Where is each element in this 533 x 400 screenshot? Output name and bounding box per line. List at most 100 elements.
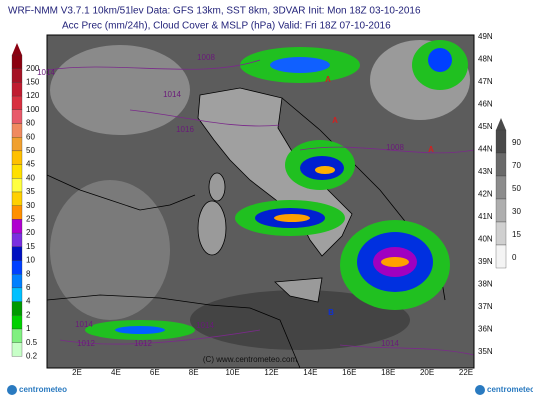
- latitude-label: 36N: [478, 325, 493, 334]
- legend-swatch: [11, 164, 23, 179]
- latitude-label: 41N: [478, 212, 493, 221]
- latitude-label: 35N: [478, 347, 493, 356]
- map-frame: [46, 34, 475, 369]
- legend-label: 1: [26, 324, 31, 333]
- isobar-label: 1014: [163, 90, 181, 99]
- legend-label: 60: [26, 132, 35, 141]
- legend-swatch: [11, 123, 23, 138]
- latitude-label: 38N: [478, 280, 493, 289]
- isobar-label: 1008: [386, 143, 404, 152]
- pressure-center: A: [428, 145, 434, 154]
- legend-label: 30: [512, 207, 521, 216]
- isobar-label: 1014: [75, 320, 93, 329]
- latitude-label: 37N: [478, 302, 493, 311]
- legend-swatch: [11, 205, 23, 220]
- legend-swatch: [495, 175, 507, 200]
- logo-icon: [475, 385, 485, 395]
- legend-label: 20: [26, 228, 35, 237]
- latitude-label: 44N: [478, 145, 493, 154]
- legend-label: 120: [26, 91, 40, 100]
- legend-label: 70: [512, 161, 521, 170]
- latitude-label: 43N: [478, 167, 493, 176]
- legend-swatch: [11, 150, 23, 165]
- legend-swatch: [11, 219, 23, 234]
- latitude-label: 48N: [478, 55, 493, 64]
- legend-swatch: [11, 342, 23, 357]
- legend-swatch: [11, 137, 23, 152]
- pressure-center: B: [328, 308, 334, 317]
- legend-swatch: [495, 129, 507, 154]
- precip-area: [270, 57, 330, 73]
- legend-swatch: [495, 221, 507, 246]
- latitude-label: 39N: [478, 257, 493, 266]
- legend-swatch: [11, 287, 23, 302]
- legend-swatch: [11, 68, 23, 83]
- legend-label: 4: [26, 297, 31, 306]
- latitude-label: 40N: [478, 235, 493, 244]
- legend-label: 50: [512, 184, 521, 193]
- legend-swatch: [495, 152, 507, 177]
- legend-label: 200: [26, 64, 40, 73]
- latitude-label: 47N: [478, 77, 493, 86]
- cloud-patch: [190, 290, 410, 350]
- legend-label: 0.5: [26, 338, 38, 347]
- legend-swatch: [11, 315, 23, 330]
- cloud-patch: [50, 180, 170, 320]
- isobar: [46, 59, 475, 356]
- legend-swatch: [11, 328, 23, 343]
- isobar-label: 1014: [196, 321, 214, 330]
- precip-area: [274, 214, 310, 222]
- legend-label: 90: [512, 138, 521, 147]
- longitude-label: 2E: [72, 368, 82, 377]
- legend-label: 30: [26, 201, 35, 210]
- legend-label: 6: [26, 283, 31, 292]
- header-line1: WRF-NMM V3.7.1 10km/51lev Data: GFS 13km…: [8, 6, 421, 17]
- legend-label: 40: [26, 173, 35, 182]
- longitude-label: 22E: [459, 368, 473, 377]
- precip-area: [315, 166, 335, 174]
- legend-swatch: [11, 246, 23, 261]
- longitude-label: 4E: [111, 368, 121, 377]
- legend-label: 15: [512, 230, 521, 239]
- latitude-label: 49N: [478, 32, 493, 41]
- legend-label: 35: [26, 187, 35, 196]
- pressure-center: A: [325, 75, 331, 84]
- corsica: [208, 172, 226, 202]
- legend-label: 50: [26, 146, 35, 155]
- longitude-label: 18E: [381, 368, 395, 377]
- longitude-label: 16E: [342, 368, 356, 377]
- legend-swatch: [11, 301, 23, 316]
- legend-arrow: [496, 118, 506, 130]
- legend-swatch: [11, 109, 23, 124]
- precip-area: [381, 257, 409, 267]
- legend-label: 100: [26, 105, 40, 114]
- header-line2: Acc Prec (mm/24h), Cloud Cover & MSLP (h…: [62, 21, 391, 32]
- isobar-label: 1016: [176, 125, 194, 134]
- legend-arrow: [12, 43, 22, 55]
- longitude-label: 6E: [150, 368, 160, 377]
- legend-swatch: [11, 95, 23, 110]
- legend-swatch: [11, 191, 23, 206]
- legend-swatch: [11, 260, 23, 275]
- copyright: (C) www.centrometeo.com: [203, 355, 298, 364]
- legend-swatch: [11, 232, 23, 247]
- legend-swatch: [11, 178, 23, 193]
- legend-label: 15: [26, 242, 35, 251]
- legend-label: 2: [26, 310, 31, 319]
- legend-swatch: [495, 244, 507, 269]
- longitude-label: 10E: [225, 368, 239, 377]
- legend-label: 8: [26, 269, 31, 278]
- legend-swatch: [11, 274, 23, 289]
- logo-text: centrometeo: [487, 385, 533, 394]
- isobar-label: 1014: [37, 68, 55, 77]
- pressure-center: A: [332, 116, 338, 125]
- longitude-label: 12E: [264, 368, 278, 377]
- longitude-label: 20E: [420, 368, 434, 377]
- longitude-label: 8E: [189, 368, 199, 377]
- latitude-label: 42N: [478, 190, 493, 199]
- legend-label: 80: [26, 119, 35, 128]
- legend-label: 150: [26, 78, 40, 87]
- coastline: [46, 294, 301, 369]
